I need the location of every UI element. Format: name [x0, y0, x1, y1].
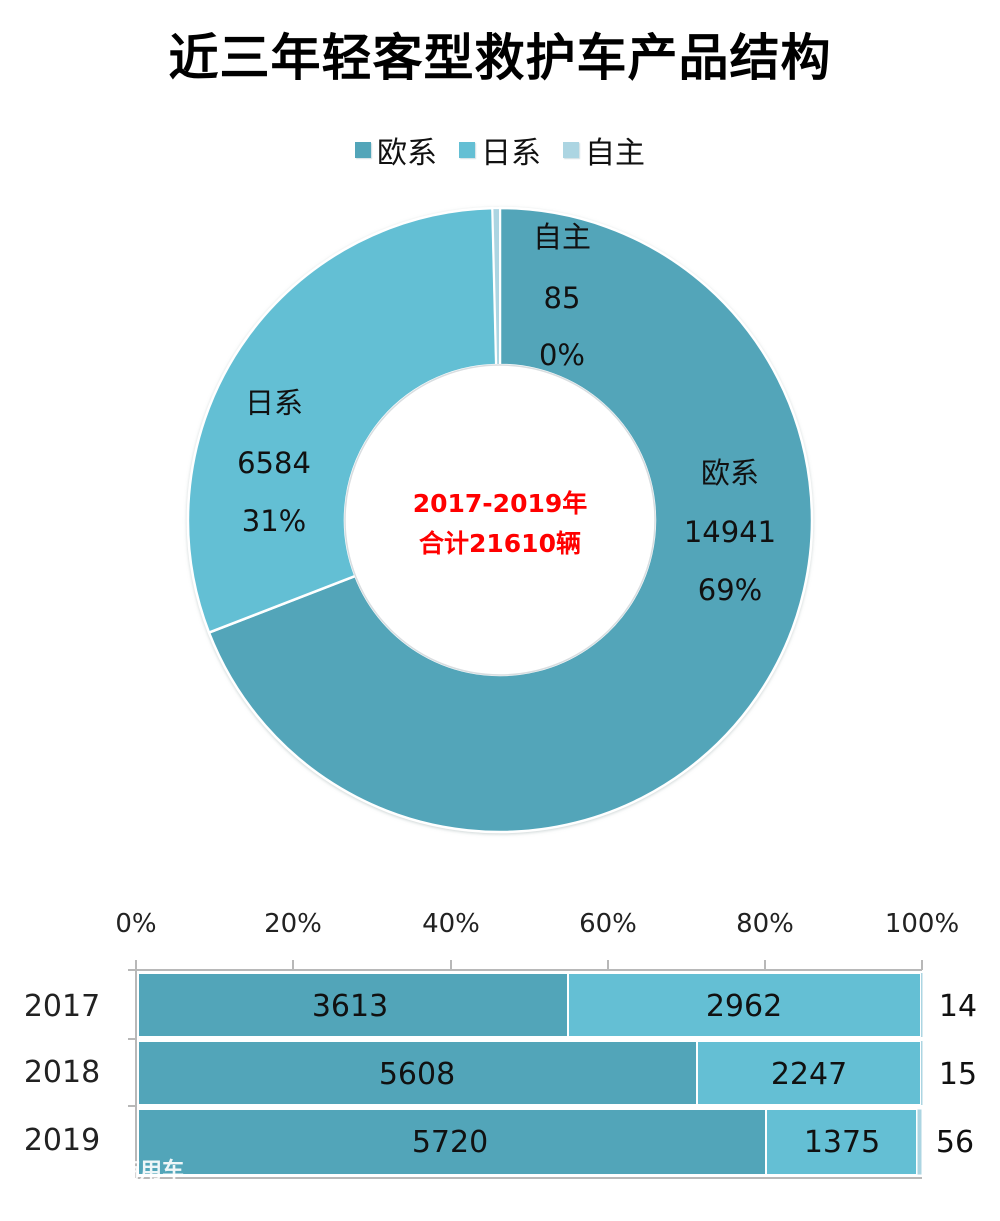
donut-label-jp-percent: 31% [242, 504, 306, 538]
donut-label-cn-value: 85 [544, 281, 581, 315]
bar-row-2019 [137, 1108, 923, 1176]
donut-label-cn-name: 自主 [533, 220, 591, 254]
bar-value-2018-cn: 15 [939, 1057, 977, 1092]
donut-label-cn-percent: 0% [539, 338, 585, 372]
legend-item-cn: 自主 [563, 128, 645, 172]
donut-label-eu-percent: 69% [698, 573, 762, 607]
bar-value-2019-jp: 1375 [804, 1125, 880, 1160]
bar-value-2019-cn: 56 [936, 1125, 974, 1160]
x-tick-80: 80% [736, 909, 794, 939]
bar-value-2017-jp: 2962 [706, 989, 782, 1024]
stacked-bar-chart: 0% 20% 40% 60% 80% 100% 2017 2018 [24, 909, 977, 1179]
watermark: 商用车 [118, 1159, 185, 1184]
bar-value-2018-eu: 5608 [379, 1057, 455, 1092]
legend: 欧系 日系 自主 [0, 128, 1000, 172]
chart-title: 近三年轻客型救护车产品结构 [168, 29, 832, 87]
x-tick-40: 40% [422, 909, 480, 939]
donut-label-eu-name: 欧系 [701, 456, 759, 490]
bar-value-2017-eu: 3613 [312, 989, 388, 1024]
bar-row-2018 [137, 1040, 923, 1106]
legend-swatch-jp [459, 142, 475, 158]
x-tick-100: 100% [885, 909, 959, 939]
donut-chart: 自主 85 0% 日系 6584 31% 欧系 14941 69% 2017-2… [186, 206, 814, 834]
y-label-2018: 2018 [24, 1055, 100, 1090]
y-axis [128, 970, 922, 1179]
bar-value-2017-cn: 14 [939, 989, 977, 1024]
x-tick-20: 20% [264, 909, 322, 939]
x-tick-0: 0% [115, 909, 156, 939]
x-axis [128, 960, 923, 971]
legend-label-eu: 欧系 [377, 136, 437, 171]
legend-label-jp: 日系 [481, 136, 541, 171]
y-label-2017: 2017 [24, 989, 100, 1024]
donut-label-jp-value: 6584 [237, 446, 311, 480]
legend-item-jp: 日系 [459, 128, 541, 172]
bar-value-2019-eu: 5720 [412, 1125, 488, 1160]
donut-label-eu-value: 14941 [684, 515, 776, 549]
y-label-2019: 2019 [24, 1123, 100, 1158]
legend-swatch-eu [355, 142, 371, 158]
legend-swatch-cn [563, 142, 579, 158]
legend-item-eu: 欧系 [355, 128, 437, 172]
donut-label-jp-name: 日系 [245, 386, 303, 420]
x-tick-60: 60% [579, 909, 637, 939]
bar-row-2017 [137, 972, 923, 1038]
legend-label-cn: 自主 [585, 136, 645, 171]
donut-center-line2: 合计21610辆 [419, 529, 581, 558]
bar-value-2018-jp: 2247 [771, 1057, 847, 1092]
donut-center-line1: 2017-2019年 [413, 489, 588, 518]
